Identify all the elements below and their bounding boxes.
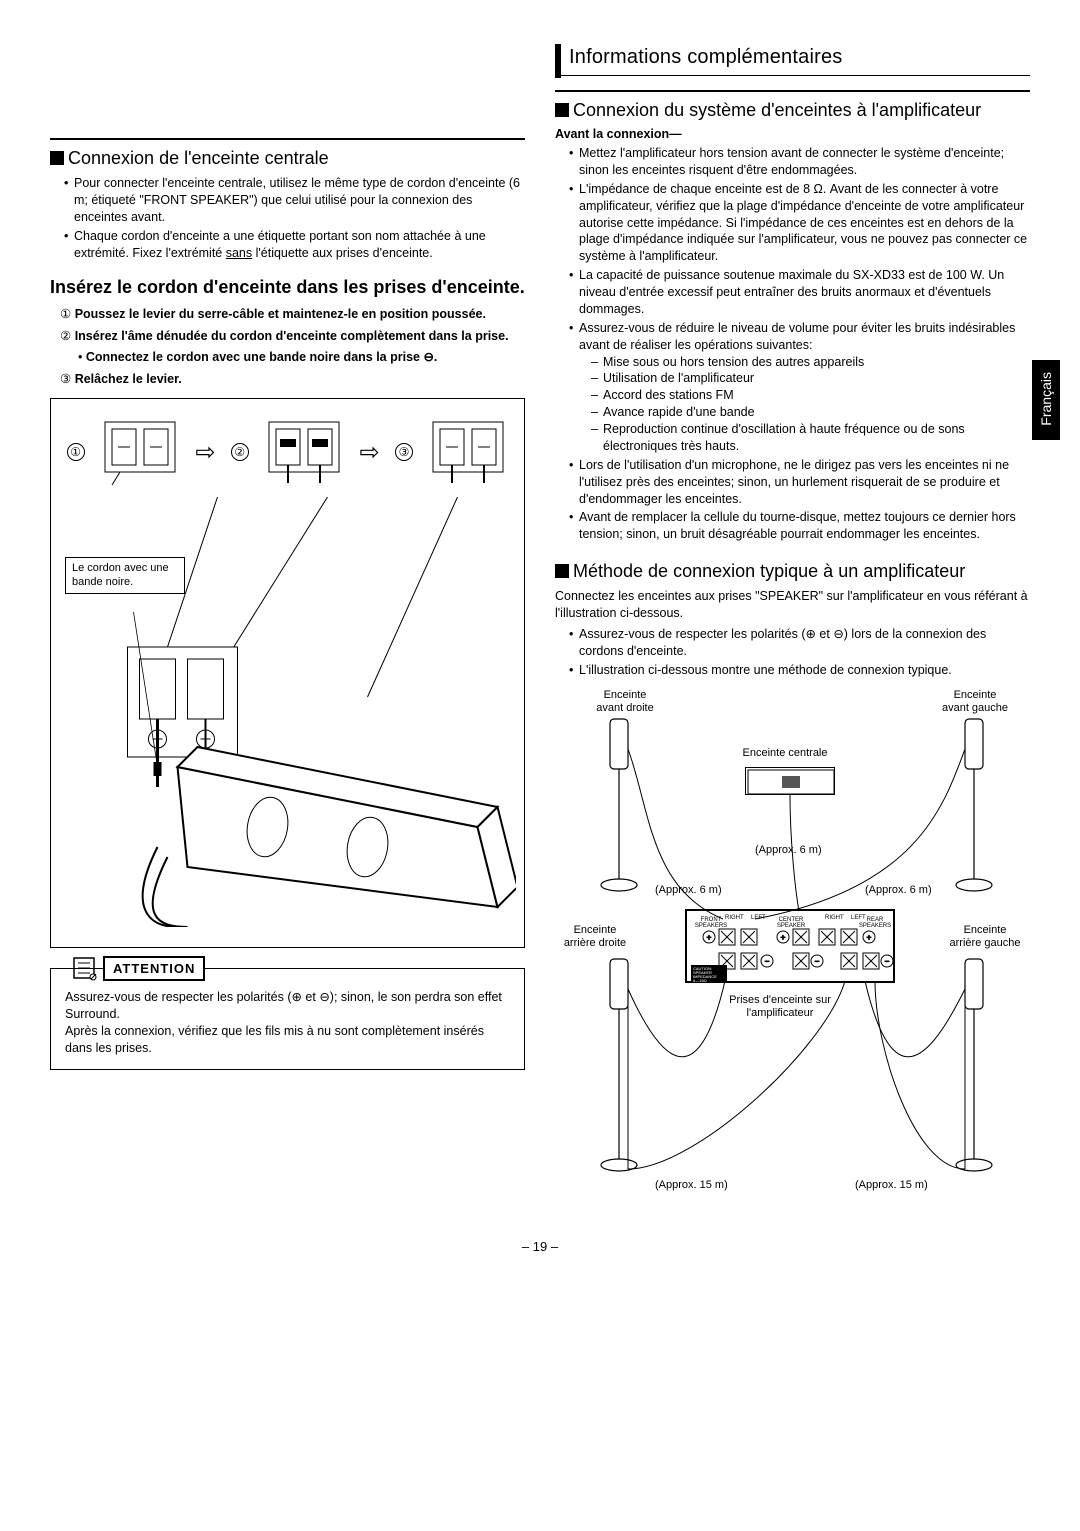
sys-bullet: Avant de remplacer la cellule du tourne-…: [569, 509, 1030, 543]
dash-item: Reproduction continue d'oscillation à ha…: [591, 421, 1030, 455]
attention-label: ATTENTION: [103, 956, 205, 982]
terminal-illustration-2: [264, 417, 344, 487]
center-bullet-1: Pour connecter l'enceinte centrale, util…: [64, 175, 525, 226]
note-icon: [71, 955, 97, 981]
sys-bullet: Mettez l'amplificateur hors tension avan…: [569, 145, 1030, 179]
speaker-illustration: [59, 497, 516, 927]
dash-item: Accord des stations FM: [591, 387, 1030, 404]
volume-dashes: Mise sous ou hors tension des autres app…: [579, 354, 1030, 455]
sys-bullet: Assurez-vous de réduire le niveau de vol…: [569, 320, 1030, 455]
heading-insert-cord: Insérez le cordon d'enceinte dans les pr…: [50, 277, 525, 298]
sys-bullet: La capacité de puissance soutenue maxima…: [569, 267, 1030, 318]
insert-steps: ① Poussez le levier du serre-câble et ma…: [50, 306, 525, 388]
sys-bullet: Lors de l'utilisation d'un microphone, n…: [569, 457, 1030, 508]
arrow-icon: ⇨: [360, 438, 380, 467]
step-label-2: ②: [231, 443, 249, 461]
system-bullets: Mettez l'amplificateur hors tension avan…: [555, 145, 1030, 543]
step-label-3: ③: [395, 443, 413, 461]
dash-item: Utilisation de l'amplificateur: [591, 370, 1030, 387]
wiring-illustration: [555, 689, 1025, 1209]
connection-diagram: Enceinteavant droite Enceinteavant gauch…: [555, 689, 1030, 1219]
sys-bullet: L'impédance de chaque enceinte est de 8 …: [569, 181, 1030, 265]
terminal-illustration-1: [100, 417, 180, 487]
page-number: – 19 –: [50, 1239, 1030, 1254]
attention-text-1: Assurez-vous de respecter les polarités …: [65, 989, 510, 1023]
language-tab: Français: [1032, 360, 1060, 440]
center-bullets: Pour connecter l'enceinte centrale, util…: [50, 175, 525, 261]
method-bullet: Assurez-vous de respecter les polarités …: [569, 626, 1030, 660]
terminal-illustration-3: [428, 417, 508, 487]
method-para: Connectez les enceintes aux prises "SPEA…: [555, 588, 1030, 622]
center-bullet-2: Chaque cordon d'enceinte a une étiquette…: [64, 228, 525, 262]
method-bullets: Assurez-vous de respecter les polarités …: [555, 626, 1030, 679]
left-column: Connexion de l'enceinte centrale Pour co…: [50, 40, 525, 1219]
attention-text-2: Après la connexion, vérifiez que les fil…: [65, 1023, 510, 1057]
before-connection-label: Avant la connexion—: [555, 127, 1030, 141]
step-label-1: ①: [67, 443, 85, 461]
dash-item: Mise sous ou hors tension des autres app…: [591, 354, 1030, 371]
terminal-diagram: ① ⇨ ②: [50, 398, 525, 948]
heading-center-speaker: Connexion de l'enceinte centrale: [50, 148, 525, 169]
method-bullet: L'illustration ci-dessous montre une mét…: [569, 662, 1030, 679]
heading-system-connection: Connexion du système d'enceintes à l'amp…: [555, 100, 1030, 121]
heading-method: Méthode de connexion typique à un amplif…: [555, 561, 1030, 582]
dash-item: Avance rapide d'une bande: [591, 404, 1030, 421]
info-header: Informations complémentaires: [555, 40, 1030, 76]
arrow-icon: ⇨: [195, 438, 215, 467]
attention-box: ATTENTION Assurez-vous de respecter les …: [50, 968, 525, 1070]
right-column: Informations complémentaires Connexion d…: [555, 40, 1030, 1219]
